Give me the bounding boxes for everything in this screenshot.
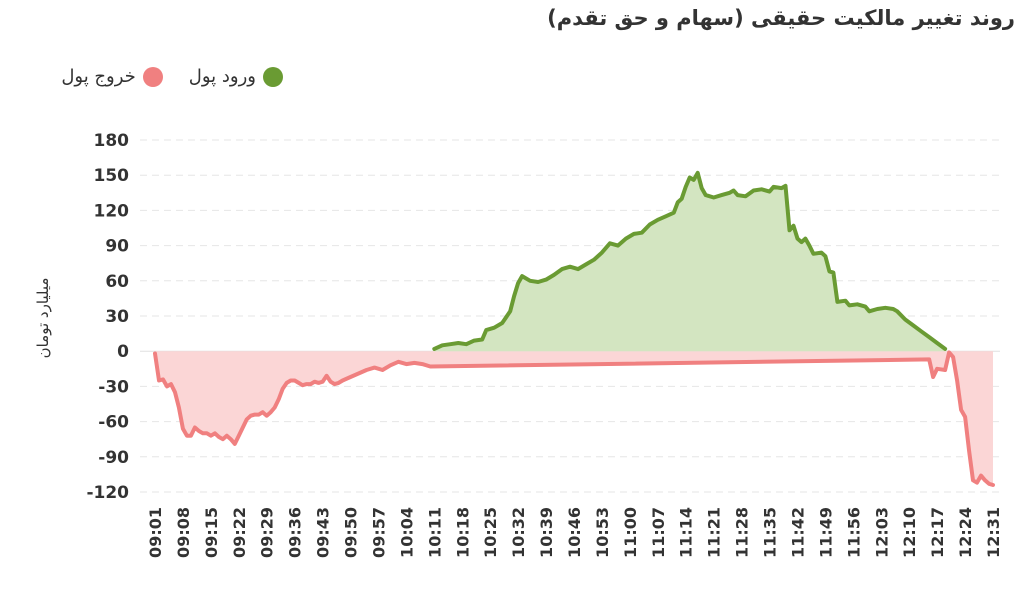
legend-label-outflow: خروج پول: [61, 66, 136, 87]
x-tick-label: 09:15: [202, 507, 221, 558]
y-tick-label: -90: [98, 448, 129, 468]
legend-item-inflow[interactable]: ورود پول: [189, 66, 283, 87]
outflow-area: [155, 351, 993, 485]
x-tick-label: 10:39: [537, 507, 556, 558]
legend: ورود پول خروج پول: [61, 66, 283, 87]
x-tick-label: 11:14: [677, 507, 696, 558]
x-tick-label: 11:35: [761, 507, 780, 558]
x-tick-label: 11:28: [733, 507, 752, 558]
x-tick-label: 11:00: [621, 507, 640, 558]
x-tick-label: 09:01: [146, 507, 165, 558]
y-tick-label: 90: [105, 237, 129, 257]
legend-swatch-outflow: [142, 66, 163, 87]
x-tick-label: 12:17: [928, 507, 947, 558]
x-tick-label: 09:29: [258, 507, 277, 558]
legend-label-inflow: ورود پول: [188, 66, 256, 87]
y-axis: 180 150 120 90 60 30 0 -30 -60 -90 -120: [86, 131, 129, 503]
x-tick-label: 12:31: [984, 507, 1003, 558]
x-tick-label: 10:04: [397, 507, 416, 558]
x-tick-label: 11:07: [649, 507, 668, 558]
x-tick-label: 10:53: [593, 507, 612, 558]
x-tick-label: 11:42: [788, 507, 807, 558]
x-tick-label: 12:10: [900, 507, 919, 558]
x-tick-label: 09:43: [314, 507, 333, 558]
y-tick-label: 150: [94, 166, 130, 186]
x-tick-label: 09:22: [230, 507, 249, 558]
legend-swatch-inflow: [263, 66, 283, 87]
x-tick-label: 10:32: [509, 507, 528, 558]
area-layer: [155, 172, 993, 485]
y-tick-label: 0: [117, 342, 129, 362]
y-tick-label: 30: [105, 307, 129, 327]
x-tick-label: 12:24: [956, 507, 975, 558]
y-tick-label: -120: [86, 483, 129, 503]
x-tick-label: 09:50: [342, 507, 361, 558]
y-tick-label: 180: [94, 131, 130, 151]
x-tick-label: 11:21: [705, 507, 724, 558]
x-tick-label: 10:18: [453, 507, 472, 558]
inflow-line: [432, 170, 948, 351]
x-tick-label: 11:49: [816, 507, 835, 558]
x-tick-label: 10:11: [425, 507, 444, 558]
x-tick-label: 12:03: [872, 507, 891, 558]
y-axis-label: میلیارد تومان: [34, 278, 52, 359]
legend-item-outflow[interactable]: خروج پول: [61, 66, 163, 87]
line-layer: [153, 170, 995, 487]
chart-title: روند تغییر مالکیت حقیقی (سهام و حق تقدم): [547, 6, 1015, 30]
inflow-area: [434, 172, 946, 352]
y-tick-label: 120: [94, 201, 130, 221]
x-axis: 09:01 09:08 09:15 09:22 09:29 09:36 09:43 09:50…: [146, 507, 1003, 558]
x-tick-label: 09:08: [174, 507, 193, 558]
x-tick-label: 09:57: [369, 507, 388, 558]
y-tick-label: 60: [105, 272, 129, 292]
x-tick-label: 11:56: [844, 507, 863, 558]
y-tick-label: -60: [98, 413, 129, 433]
outflow-line: [153, 350, 995, 487]
x-tick-label: 09:36: [286, 507, 305, 558]
x-tick-label: 10:46: [565, 507, 584, 558]
y-tick-label: -30: [98, 377, 129, 397]
x-tick-label: 10:25: [481, 507, 500, 558]
